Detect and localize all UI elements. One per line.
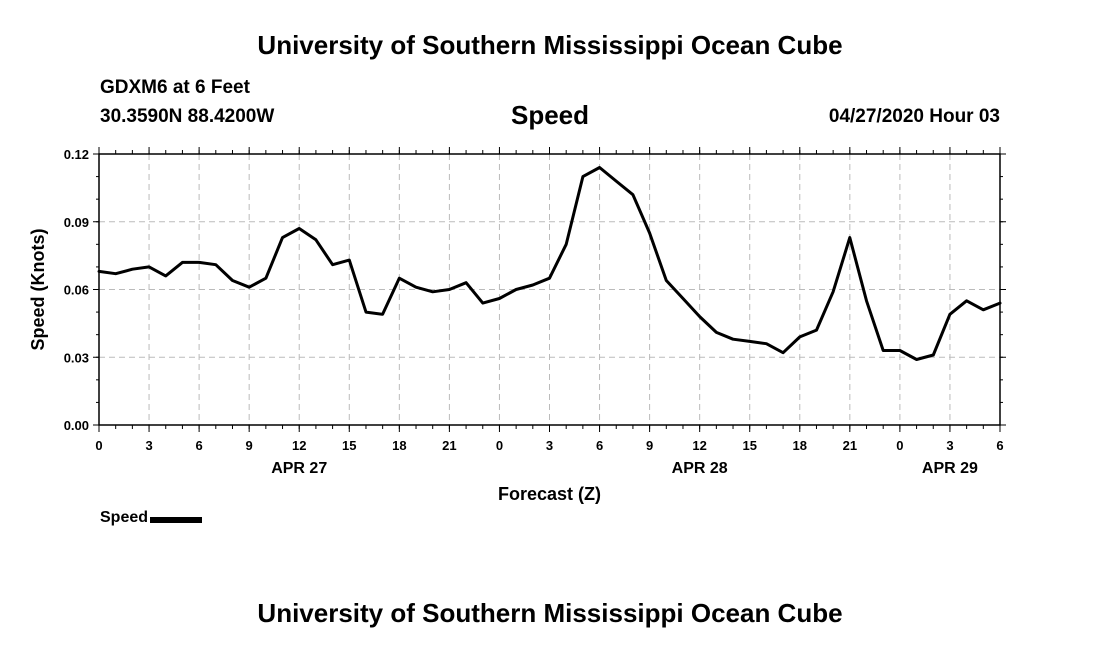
speed-line [97, 166, 1002, 361]
legend: Speed [100, 509, 203, 527]
date-label: APR 29 [922, 460, 978, 477]
x-tick-label: 3 [145, 438, 152, 453]
x-tick-label: 6 [596, 438, 603, 453]
x-tick-label: 12 [692, 438, 706, 453]
chart-subtitle: Speed [510, 100, 590, 130]
x-tick-label: 0 [896, 438, 903, 453]
x-tick-label: 9 [246, 438, 253, 453]
y-tick-label: 0.00 [64, 418, 89, 433]
y-tick-label: 0.06 [64, 283, 89, 298]
x-tick-label: 9 [646, 438, 653, 453]
x-tick-label: 21 [442, 438, 456, 453]
x-tick-label: 21 [843, 438, 857, 453]
x-tick-label: 15 [342, 438, 356, 453]
x-tick-label: 15 [742, 438, 756, 453]
run-time-label: 04/27/2020 Hour 03 [828, 106, 1000, 127]
station-label: GDXM6 at 6 Feet [100, 77, 250, 98]
x-tick-label: 3 [946, 438, 953, 453]
x-tick-label: 18 [793, 438, 807, 453]
coordinates-label: 30.3590N 88.4200W [100, 106, 275, 127]
x-tick-label: 6 [195, 438, 202, 453]
footer-title: University of Southern Mississippi Ocean… [257, 598, 843, 628]
date-label: APR 27 [271, 460, 327, 477]
y-tick-label: 0.09 [64, 215, 89, 230]
plot-frame [98, 153, 1001, 426]
x-tick-label: 0 [95, 438, 102, 453]
x-tick-label: 6 [996, 438, 1003, 453]
x-tick-label: 0 [496, 438, 503, 453]
y-tick-label: 0.12 [64, 147, 89, 162]
x-tick-label: 12 [292, 438, 306, 453]
y-axis-label: Speed (Knots) [28, 228, 48, 350]
y-tick-label: 0.03 [64, 350, 89, 365]
legend-label: Speed [100, 509, 149, 526]
x-axis-label: Forecast (Z) [498, 484, 601, 504]
legend-swatch [150, 517, 203, 523]
chart-title: University of Southern Mississippi Ocean… [257, 30, 843, 60]
x-tick-label: 3 [546, 438, 553, 453]
date-label: APR 28 [672, 460, 728, 477]
x-tick-label: 18 [392, 438, 406, 453]
